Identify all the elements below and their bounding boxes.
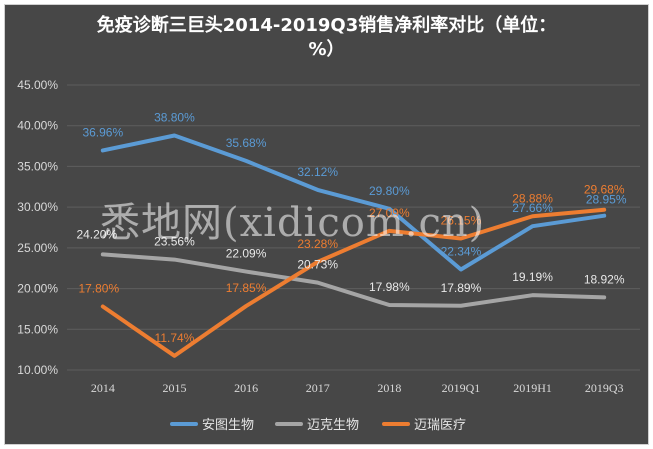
- y-tick-label: 35.00%: [17, 159, 58, 173]
- legend-label: 安图生物: [202, 418, 254, 433]
- data-label: 28.88%: [512, 191, 553, 205]
- x-tick-label: 2019Q3: [585, 381, 624, 395]
- data-label: 17.98%: [369, 280, 410, 294]
- data-label: 23.28%: [297, 237, 338, 251]
- data-label: 32.12%: [297, 165, 338, 179]
- series-line: [100, 252, 607, 308]
- series-line: [100, 207, 607, 358]
- y-tick-label: 10.00%: [17, 363, 58, 377]
- data-label: 22.34%: [441, 245, 482, 259]
- legend-label: 迈克生物: [307, 418, 359, 433]
- legend-label: 迈瑞医疗: [414, 418, 466, 433]
- data-label: 27.66%: [512, 201, 553, 215]
- chart-title: 免疫诊断三巨头2014-2019Q3销售净利率对比（单位： %）: [0, 14, 653, 62]
- x-tick-label: 2014: [91, 381, 115, 395]
- chart-title-line-1: 免疫诊断三巨头2014-2019Q3销售净利率对比（单位：: [96, 15, 557, 36]
- data-label: 17.80%: [78, 281, 119, 295]
- series-lines: [100, 133, 607, 358]
- x-tick-label: 2015: [162, 381, 186, 395]
- y-tick-label: 20.00%: [17, 282, 58, 296]
- y-tick-label: 45.00%: [17, 78, 58, 92]
- data-label: 29.80%: [369, 184, 410, 198]
- gridlines: [67, 84, 640, 371]
- data-label: 26.15%: [441, 213, 482, 227]
- data-label: 38.80%: [154, 110, 195, 124]
- x-axis-ticks: 2014 2015 2016 2017 2018 2019Q1 2019H1 2019Q3: [91, 381, 624, 395]
- watermark-text: 悉地网(xidicom.cn): [100, 200, 486, 246]
- y-tick-label: 15.00%: [17, 322, 58, 336]
- x-tick-label: 2019H1: [513, 381, 552, 395]
- data-label: 28.95%: [586, 193, 627, 207]
- data-label: 19.19%: [512, 270, 553, 284]
- x-tick-label: 2017: [306, 381, 330, 395]
- y-tick-label: 30.00%: [17, 200, 58, 214]
- data-label: 11.74%: [155, 331, 195, 345]
- y-axis-ticks: 10.00% 15.00% 20.00% 25.00% 30.00% 35.00% 40.0…: [17, 78, 58, 377]
- x-tick-label: 2018: [377, 381, 401, 395]
- data-label: 29.68%: [584, 183, 625, 197]
- series-line: [100, 133, 607, 272]
- data-label: 22.09%: [226, 247, 267, 261]
- x-tick-label: 2016: [234, 381, 258, 395]
- y-tick-label: 25.00%: [17, 241, 58, 255]
- data-label: 17.89%: [441, 281, 482, 295]
- data-label: 23.56%: [154, 235, 195, 249]
- data-label: 35.68%: [226, 136, 267, 150]
- legend: 安图生物 迈克生物 迈瑞医疗: [170, 418, 466, 433]
- data-label: 17.85%: [226, 281, 267, 295]
- data-label: 18.92%: [584, 272, 625, 286]
- data-label: 24.20%: [76, 227, 117, 241]
- data-label: 20.73%: [297, 258, 338, 272]
- x-tick-label: 2019Q1: [442, 381, 481, 395]
- chart-title-line-2: %）: [308, 39, 345, 60]
- data-label: 27.09%: [369, 206, 410, 220]
- data-label: 36.96%: [82, 125, 123, 139]
- data-labels: 36.96% 38.80% 35.68% 32.12% 29.80% 22.34% 27.6…: [76, 110, 626, 344]
- y-tick-label: 40.00%: [17, 119, 58, 133]
